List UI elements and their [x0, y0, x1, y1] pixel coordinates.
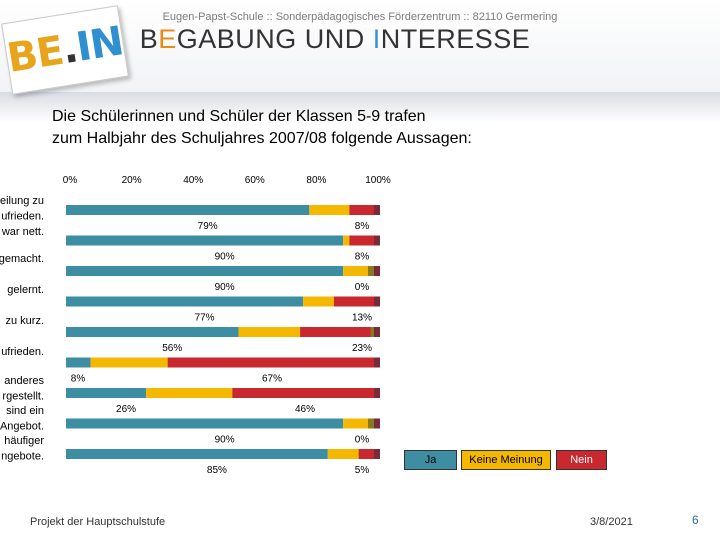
value-label-nein: 0%	[355, 282, 370, 293]
bar-segment-ja	[66, 449, 328, 459]
page-number: 6	[692, 513, 699, 527]
bar-segment-ja	[66, 296, 304, 307]
value-label-ja: 79%	[198, 221, 218, 232]
category-label: häufiger	[4, 435, 44, 447]
bar-segment-ja	[66, 388, 147, 398]
bar-end-cap	[374, 327, 380, 337]
bar-segment-keine-meinung	[303, 296, 334, 307]
x-tick-label: 0%	[63, 175, 78, 186]
value-label-ja: 77%	[195, 313, 215, 324]
category-label: anderes	[4, 375, 44, 387]
footer-project: Projekt der Hauptschulstufe	[30, 516, 166, 528]
value-label-nein: 46%	[295, 404, 315, 415]
bar-segment-keine-meinung	[343, 266, 368, 276]
value-label-ja: 90%	[215, 282, 235, 293]
bar-segment-nein	[349, 235, 374, 246]
value-label-nein: 13%	[352, 313, 372, 324]
value-label-nein: 67%	[262, 374, 282, 385]
bar-segment-keine-meinung	[327, 449, 359, 459]
bar-segment-ja	[66, 418, 344, 429]
bar-segment-ja	[66, 205, 310, 215]
bar-segment-nein	[333, 296, 374, 307]
value-label-ja: 90%	[215, 435, 235, 446]
category-label: Angebot.	[0, 421, 44, 433]
x-tick-label: 60%	[245, 175, 265, 186]
footer-date: 3/8/2021	[590, 516, 633, 528]
value-label-ja: 90%	[215, 252, 235, 263]
value-label-nein: 0%	[355, 435, 370, 446]
brand-part-4: I	[372, 24, 381, 54]
brand-title: BEGABUNG UND INTERESSE	[0, 24, 670, 55]
brand-part-2: E	[158, 24, 177, 54]
bar-segment-extra	[367, 418, 374, 429]
bar-segment-nein	[349, 205, 374, 215]
category-label: rgestellt.	[2, 391, 44, 403]
category-label: gelernt.	[7, 284, 44, 296]
bar-segment-keine-meinung	[309, 205, 350, 215]
bar-segment-nein	[300, 327, 371, 337]
bar-segment-ja	[66, 327, 239, 337]
category-label: ufrieden.	[1, 211, 44, 223]
value-label-ja: 8%	[71, 374, 86, 385]
value-label-nein: 8%	[355, 252, 370, 263]
category-label: gemacht.	[0, 253, 44, 265]
bar-end-cap	[374, 205, 380, 215]
legend-ja: Ja	[404, 450, 457, 470]
value-label-nein: 5%	[355, 465, 370, 476]
bar-segment-extra	[367, 266, 374, 276]
bar-end-cap	[374, 266, 380, 276]
bar-end-cap	[374, 388, 380, 398]
bar-end-cap	[374, 418, 380, 429]
category-label: eilung zu	[0, 195, 44, 207]
subtitle-line-2: zum Halbjahr des Schuljahres 2007/08 fol…	[52, 130, 472, 147]
category-label: ngebote.	[1, 451, 44, 463]
x-tick-label: 20%	[122, 175, 142, 186]
value-label-nein: 23%	[352, 343, 372, 354]
bar-segment-nein	[358, 449, 374, 459]
brand-part-5: NTERESSE	[380, 24, 531, 54]
value-label-ja: 56%	[162, 343, 182, 354]
bar-segment-nein	[232, 388, 374, 398]
category-label: sind ein	[6, 405, 44, 417]
bar-end-cap	[374, 235, 380, 246]
bar-segment-keine-meinung	[238, 327, 301, 337]
brand-part-3: GABUNG UND	[176, 24, 373, 54]
bar-segment-ja	[66, 235, 344, 246]
bar-segment-keine-meinung	[343, 235, 350, 246]
value-label-nein: 8%	[355, 221, 370, 232]
bar-segment-ja	[66, 266, 344, 276]
header-shade	[0, 92, 720, 122]
stacked-bar-chart: 0% 20% 40% 60% 80% 100% eilung zu ufrieden. war …	[0, 175, 391, 476]
bar-segment-nein	[167, 357, 374, 368]
legend-nein: Nein	[556, 450, 607, 470]
bar-end-cap	[374, 449, 380, 459]
category-label: war nett.	[1, 226, 44, 238]
bar-segment-ja	[66, 357, 91, 368]
category-label: zu kurz.	[5, 315, 44, 327]
slide-subtitle: Die Schülerinnen und Schüler der Klassen…	[52, 106, 672, 150]
x-tick-label: 40%	[183, 175, 203, 186]
bar-end-cap	[374, 357, 380, 368]
bar-segment-extra	[370, 327, 374, 337]
x-tick-label: 100%	[365, 175, 391, 186]
subtitle-line-1: Die Schülerinnen und Schüler der Klassen…	[52, 108, 426, 125]
value-label-ja: 85%	[207, 465, 227, 476]
category-label: ufrieden.	[1, 346, 44, 358]
value-label-ja: 26%	[116, 404, 136, 415]
x-tick-label: 80%	[306, 175, 326, 186]
school-name: Eugen-Papst-Schule :: Sonderpädagogische…	[162, 11, 558, 23]
bar-segment-keine-meinung	[146, 388, 233, 398]
legend-keine-meinung: Keine Meinung	[461, 450, 551, 470]
bar-end-cap	[374, 296, 380, 307]
bar-segment-keine-meinung	[343, 418, 368, 429]
brand-part-1: B	[139, 24, 159, 54]
bar-segment-keine-meinung	[90, 357, 168, 368]
